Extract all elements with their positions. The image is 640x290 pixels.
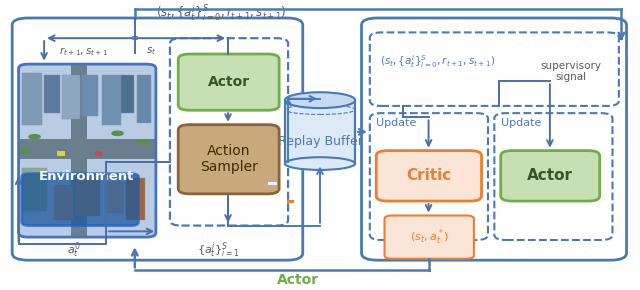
Bar xyxy=(95,151,102,156)
Bar xyxy=(121,75,134,113)
Circle shape xyxy=(19,148,31,153)
Text: $r_{t+1}, s_{t+1}$: $r_{t+1}, s_{t+1}$ xyxy=(59,45,108,57)
Text: Actor: Actor xyxy=(276,273,319,287)
Text: $a_t^0$: $a_t^0$ xyxy=(67,240,81,260)
Circle shape xyxy=(28,134,41,140)
FancyBboxPatch shape xyxy=(178,54,279,110)
Bar xyxy=(22,73,42,125)
Text: Actor: Actor xyxy=(207,75,250,89)
FancyBboxPatch shape xyxy=(178,125,279,194)
Bar xyxy=(102,75,121,125)
Bar xyxy=(76,178,100,216)
Text: Action
Sampler: Action Sampler xyxy=(200,144,258,174)
Bar xyxy=(83,75,99,116)
Text: $\{a_t^i\}_{i=1}^S$: $\{a_t^i\}_{i=1}^S$ xyxy=(196,240,239,260)
Bar xyxy=(19,139,156,159)
Circle shape xyxy=(111,130,124,136)
Bar xyxy=(285,100,355,164)
FancyBboxPatch shape xyxy=(22,174,138,226)
Text: $s_t$: $s_t$ xyxy=(145,45,156,57)
FancyBboxPatch shape xyxy=(19,64,156,237)
Text: $(s_t, a_t^*)$: $(s_t, a_t^*)$ xyxy=(410,227,449,247)
Ellipse shape xyxy=(285,92,355,108)
Bar xyxy=(71,64,87,237)
Bar xyxy=(287,200,294,202)
Text: Critic: Critic xyxy=(406,168,451,183)
Text: Update: Update xyxy=(501,118,541,128)
Bar xyxy=(126,178,145,220)
Text: $(s_t, \{a_t^i\}_{i=0}^S, r_{t+1}, s_{t+1})$: $(s_t, \{a_t^i\}_{i=0}^S, r_{t+1}, s_{t+… xyxy=(156,4,286,23)
Ellipse shape xyxy=(285,157,355,170)
Bar xyxy=(22,168,47,211)
FancyBboxPatch shape xyxy=(500,151,600,201)
Text: Replay Buffer: Replay Buffer xyxy=(278,135,362,148)
Bar xyxy=(57,151,65,156)
Bar xyxy=(268,182,276,185)
Text: $(s_t, \{a_t^i\}_{i=0}^S, r_{t+1}, s_{t+1})$: $(s_t, \{a_t^i\}_{i=0}^S, r_{t+1}, s_{t+… xyxy=(380,53,496,70)
Text: Update: Update xyxy=(376,118,417,128)
Bar xyxy=(54,185,73,220)
FancyBboxPatch shape xyxy=(12,18,303,260)
Text: supervisory
signal: supervisory signal xyxy=(540,61,602,82)
Text: Actor: Actor xyxy=(527,168,573,183)
FancyBboxPatch shape xyxy=(385,215,474,259)
Bar xyxy=(105,182,123,213)
FancyBboxPatch shape xyxy=(376,151,481,201)
FancyBboxPatch shape xyxy=(362,18,627,260)
Circle shape xyxy=(137,139,150,145)
Bar xyxy=(62,75,80,119)
Text: Environment: Environment xyxy=(39,170,134,183)
Bar xyxy=(137,75,151,123)
Bar xyxy=(44,75,60,113)
